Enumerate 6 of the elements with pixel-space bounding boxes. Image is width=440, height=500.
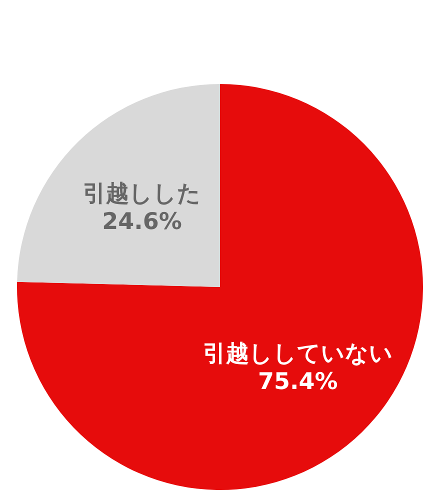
slice-label: 引越ししていない (202, 340, 393, 367)
pie-slice (17, 84, 423, 490)
pie-slice (17, 84, 220, 287)
data-label: 75.4% (258, 368, 338, 395)
data-label: 24.6% (102, 209, 182, 236)
slice-label: 引越しした (83, 181, 202, 208)
